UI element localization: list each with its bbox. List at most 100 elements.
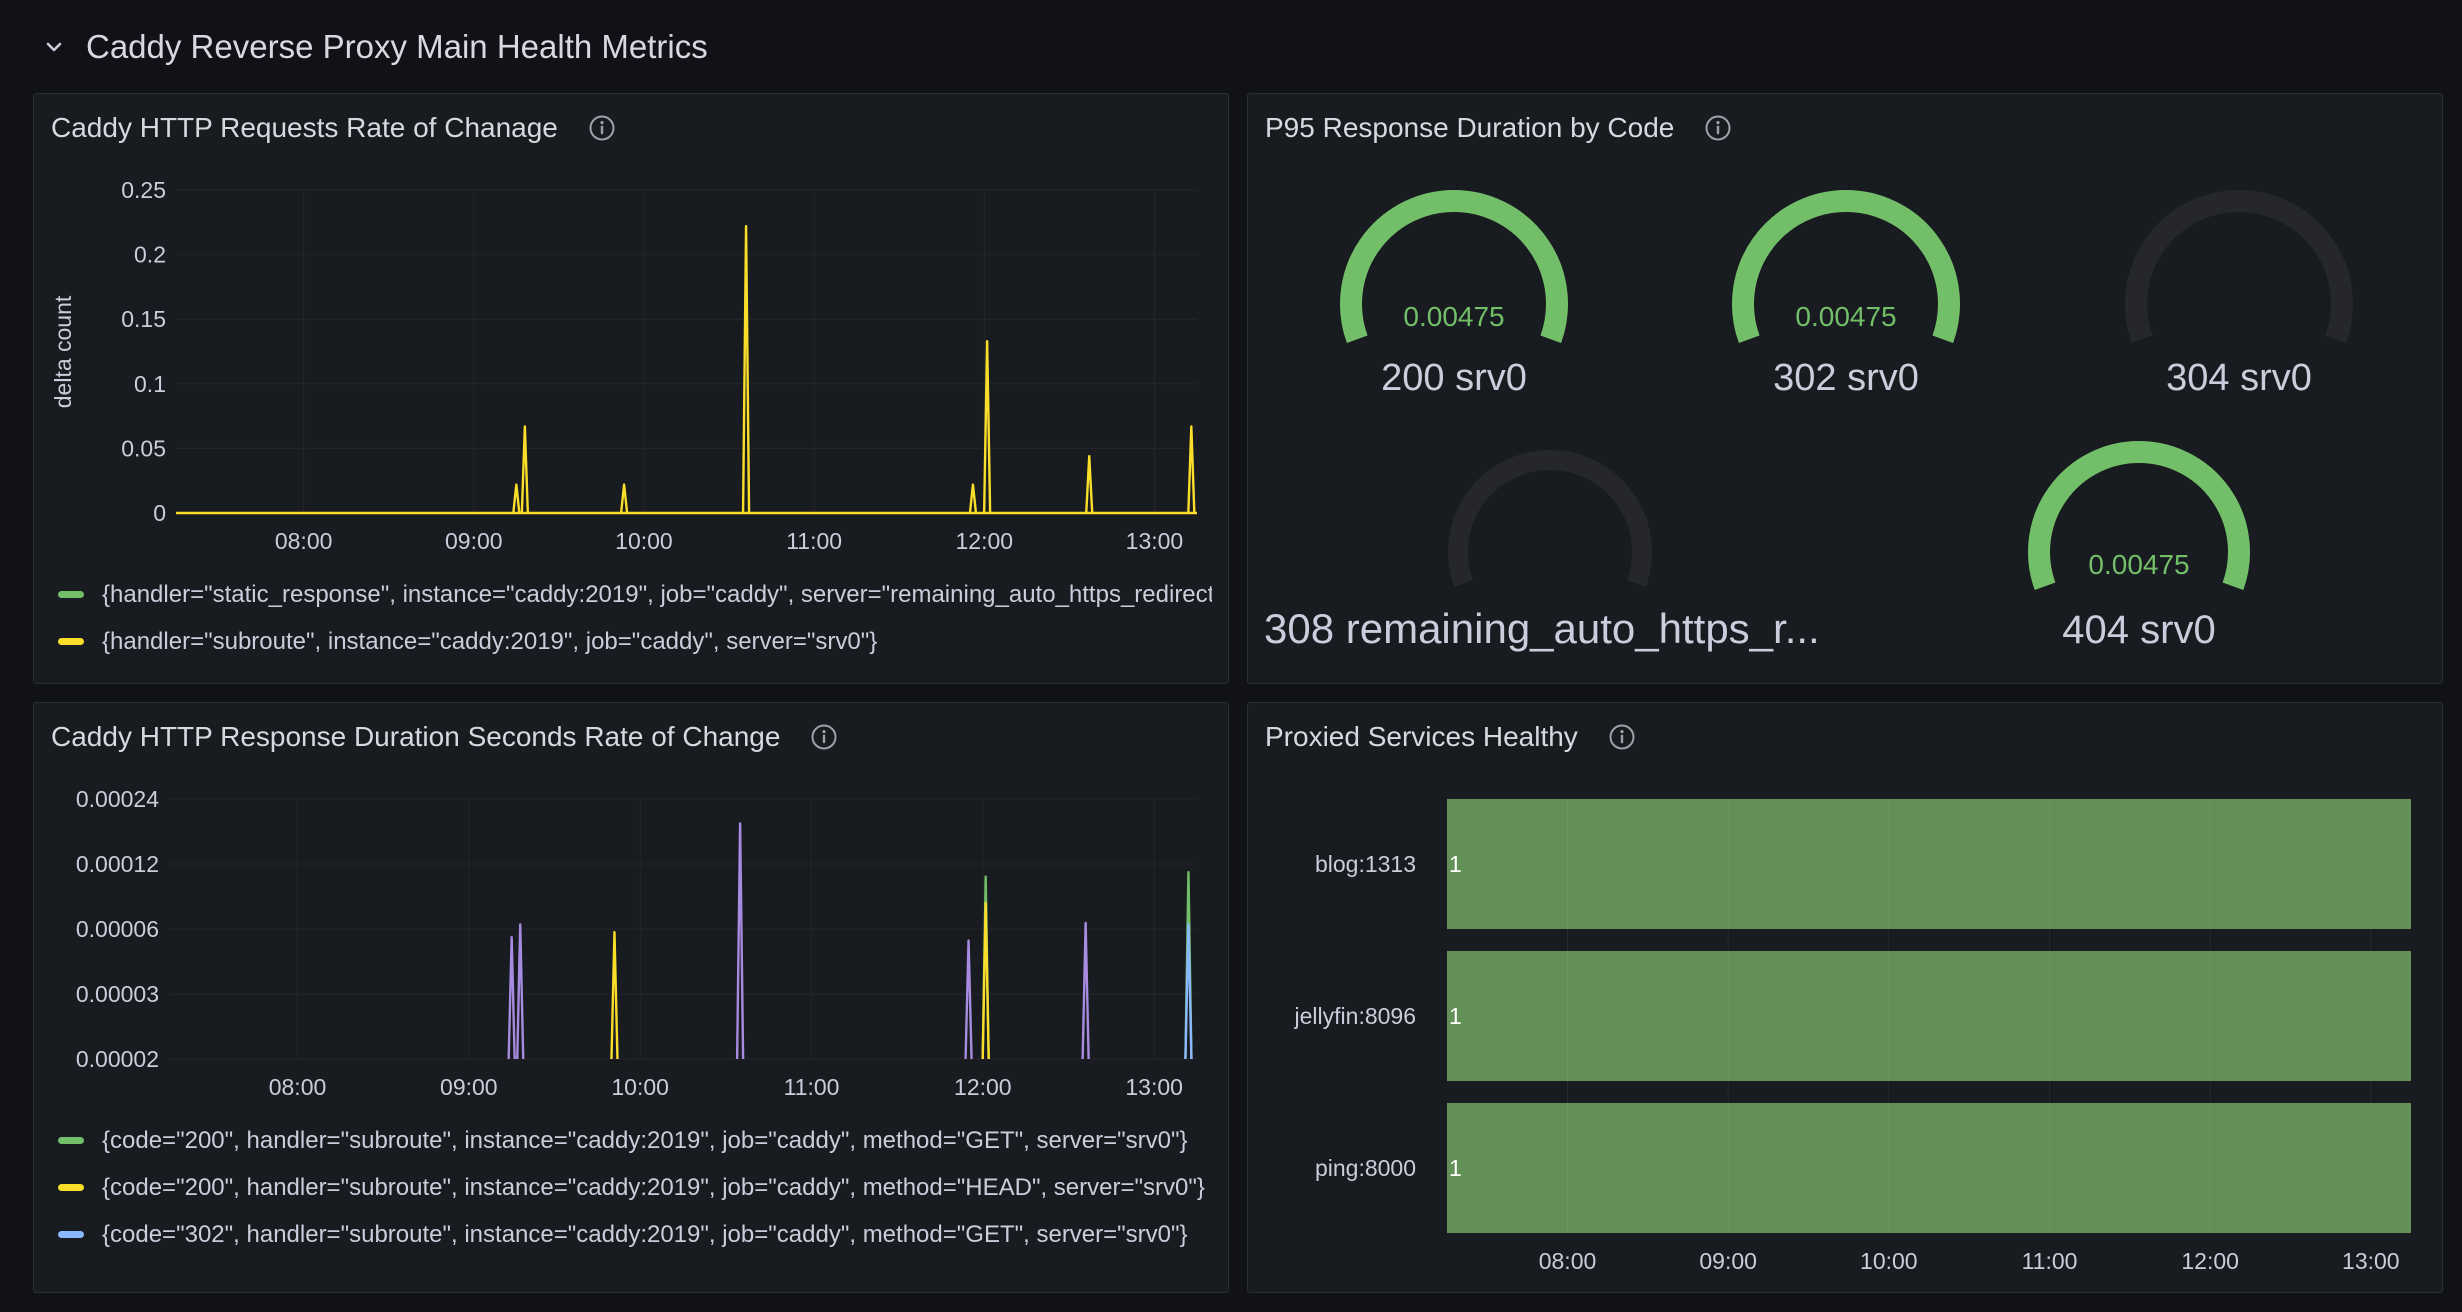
legend: {code="200", handler="subroute", instanc… [58, 1117, 1212, 1281]
y-tick-label: 0.25 [121, 177, 166, 203]
gauge-fill [2028, 441, 2250, 590]
y-tick-label: 0 [153, 500, 166, 526]
gauge-value: 0.00475 [1795, 301, 1896, 332]
gauge-fill [1340, 190, 1568, 343]
bar-value: 1 [1449, 1155, 1462, 1181]
legend: {handler="static_response", instance="ca… [58, 571, 1212, 665]
legend-swatch [58, 591, 84, 598]
x-tick-label: 08:00 [275, 528, 333, 554]
x-tick-label: 11:00 [2022, 1248, 2078, 1274]
info-icon[interactable] [588, 114, 616, 142]
panel-title: Caddy HTTP Requests Rate of Chanage [51, 112, 558, 143]
panel-title: Caddy HTTP Response Duration Seconds Rat… [51, 721, 781, 752]
y-tick-label: 0.05 [121, 435, 166, 461]
x-tick-label: 12:00 [954, 1074, 1012, 1100]
x-tick-label: 10:00 [611, 1074, 669, 1100]
x-tick-label: 11:00 [784, 1074, 840, 1100]
row-label: jellyfin:8096 [1294, 1003, 1416, 1029]
row-label: blog:1313 [1315, 851, 1416, 877]
row-title: Caddy Reverse Proxy Main Health Metrics [86, 28, 708, 65]
legend-label: {code="302", handler="subroute", instanc… [102, 1220, 1188, 1248]
legend-label: {code="200", handler="subroute", instanc… [102, 1126, 1188, 1154]
bar-value: 1 [1449, 1003, 1462, 1029]
panel-title: Proxied Services Healthy [1265, 721, 1578, 752]
x-tick-label: 11:00 [786, 528, 842, 554]
data-point [520, 425, 530, 514]
data-point [741, 224, 751, 514]
y-tick-label: 0.00012 [76, 851, 159, 877]
row-header[interactable]: Caddy Reverse Proxy Main Health Metrics [44, 22, 708, 72]
data-point [968, 483, 978, 514]
gauge-label: 308 remaining_auto_https_r... [1264, 605, 1820, 652]
legend-label: {code="200", handler="subroute", instanc… [102, 1173, 1205, 1201]
gauge: 304 srv0 [2125, 190, 2353, 399]
y-tick-label: 0.00024 [76, 786, 159, 812]
info-icon[interactable] [1704, 114, 1732, 142]
gauge: 308 remaining_auto_https_r... [1264, 450, 1820, 652]
state-timeline-chart: blog:1313 1 jellyfin:8096 1 ping:8000 1 08:00 0… [1294, 799, 2411, 1274]
gauge: 0.00475 302 srv0 [1732, 190, 1960, 399]
requests-rate-chart: 0 0.05 0.1 0.15 0.2 0.25 08:00 09:00 10:00 11:00 1… [50, 177, 1197, 554]
legend-swatch [58, 1137, 84, 1144]
gauge-track [2125, 190, 2353, 343]
data-point [1184, 923, 1193, 1060]
legend-label: {handler="static_response", instance="ca… [102, 580, 1212, 608]
status-bar [1447, 799, 2411, 929]
y-tick-label: 0.00002 [76, 1046, 159, 1072]
data-point [507, 935, 516, 1060]
x-tick-label: 09:00 [1699, 1248, 1757, 1274]
legend-item[interactable]: {code="302", handler="subroute", instanc… [58, 1211, 1212, 1258]
series-line [1184, 923, 1193, 1060]
x-tick-label: 10:00 [1860, 1248, 1918, 1274]
panel-proxied-services-healthy[interactable]: Proxied Services Healthy blog:1313 1 jelly… [1247, 702, 2443, 1293]
legend-item[interactable]: {code="200", handler="subroute", instanc… [58, 1164, 1212, 1211]
y-tick-label: 0.00003 [76, 981, 159, 1007]
gauge: 0.00475 200 srv0 [1340, 190, 1568, 399]
legend-item[interactable]: {handler="subroute", instance="caddy:201… [58, 618, 1212, 665]
x-tick-label: 08:00 [1539, 1248, 1597, 1274]
x-tick-label: 13:00 [2342, 1248, 2400, 1274]
panel-p95-response-duration[interactable]: P95 Response Duration by Code 0.00475 200… [1247, 93, 2443, 684]
series-line [610, 902, 990, 1060]
info-icon[interactable] [810, 723, 838, 751]
y-axis-label: delta count [50, 295, 76, 408]
y-tick-label: 0.00006 [76, 916, 159, 942]
y-tick-label: 0.1 [134, 371, 166, 397]
gauge-label: 404 srv0 [2062, 608, 2215, 652]
legend-item[interactable]: {handler="static_response", instance="ca… [58, 571, 1212, 618]
row-label: ping:8000 [1315, 1155, 1416, 1181]
data-point [982, 339, 992, 514]
x-tick-label: 13:00 [1126, 528, 1184, 554]
response-duration-chart: 0.00002 0.00003 0.00006 0.00012 0.00024 08:00… [76, 786, 1197, 1100]
x-tick-label: 09:00 [445, 528, 503, 554]
panel-requests-rate[interactable]: Caddy HTTP Requests Rate of Chanage 0 0.0… [33, 93, 1229, 684]
x-tick-label: 10:00 [615, 528, 673, 554]
gauge-track [1448, 450, 1652, 587]
y-tick-label: 0.2 [134, 242, 166, 268]
data-point [964, 939, 973, 1060]
gauge-label: 304 srv0 [2166, 357, 2312, 399]
panel-response-duration-rate[interactable]: Caddy HTTP Response Duration Seconds Rat… [33, 702, 1229, 1293]
gauge: 0.00475 404 srv0 [2028, 441, 2250, 652]
legend-label: {handler="subroute", instance="caddy:201… [102, 627, 878, 655]
legend-item[interactable]: {code="200", handler="subroute", instanc… [58, 1117, 1212, 1164]
data-point [1085, 454, 1094, 514]
data-point [512, 483, 521, 514]
legend-swatch [58, 1184, 84, 1191]
panel-title: P95 Response Duration by Code [1265, 112, 1675, 143]
gauge-fill [1732, 190, 1960, 343]
data-point [610, 930, 619, 1060]
chevron-down-icon[interactable] [44, 37, 64, 57]
gauge-label: 200 srv0 [1381, 357, 1527, 399]
gauge-label: 302 srv0 [1773, 357, 1919, 399]
info-icon[interactable] [1608, 723, 1636, 751]
legend-swatch [58, 1231, 84, 1238]
x-tick-label: 09:00 [440, 1074, 498, 1100]
y-tick-label: 0.15 [121, 306, 166, 332]
gauge-value: 0.00475 [1403, 301, 1504, 332]
bar-value: 1 [1449, 851, 1462, 877]
series-line [176, 224, 1197, 515]
x-tick-label: 08:00 [269, 1074, 327, 1100]
data-point [981, 902, 990, 1060]
gauges: 0.00475 200 srv0 0.00475 302 srv0 304 srv0 30… [1264, 190, 2353, 652]
